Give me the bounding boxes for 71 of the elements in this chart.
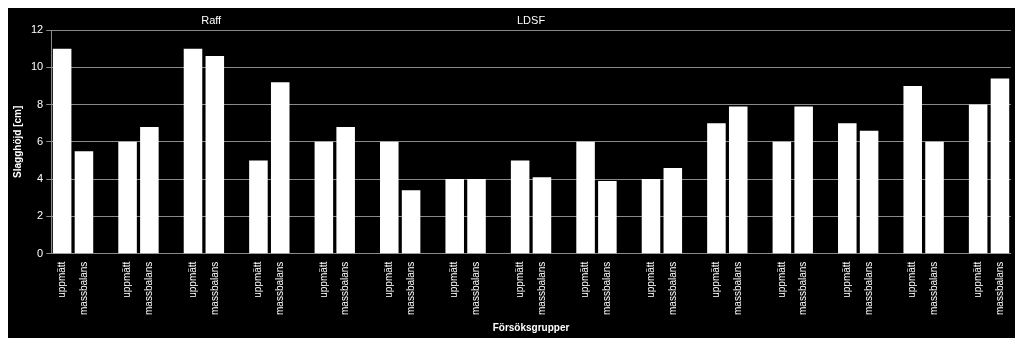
x-tick-label: uppmätt [710,261,722,298]
x-tick-label: uppmätt [644,261,656,298]
y-tick-label: 6 [37,134,44,147]
x-tick-label: massbalans [535,261,547,315]
x-tick-label: uppmätt [906,261,918,298]
x-tick-label: massbalans [143,261,155,315]
x-tick-label: massbalans [928,261,940,315]
bar [728,106,748,254]
x-tick-label: uppmätt [579,261,591,298]
x-tick-label: uppmätt [448,261,460,298]
y-tick-label: 0 [37,246,44,259]
x-tick-label: uppmätt [186,261,198,298]
x-tick-label: massbalans [470,261,482,315]
x-tick-label: uppmätt [971,261,983,298]
x-tick-label: massbalans [339,261,351,315]
y-tick-label: 8 [37,97,44,110]
x-tick-label: massbalans [862,261,874,315]
y-tick-label: 12 [30,23,44,36]
x-tick-label: massbalans [77,261,89,315]
bar [401,190,421,254]
bar [707,123,726,254]
x-tick-label: uppmätt [841,261,853,298]
y-tick-label: 4 [37,172,44,185]
bar [52,48,72,254]
y-tick-label: 2 [37,209,44,222]
x-tick-label: massbalans [666,261,678,315]
bar [467,179,486,254]
bar [510,160,530,254]
bar [336,126,355,254]
x-tick-label: uppmätt [513,261,525,298]
bar [140,126,159,254]
bar [314,141,334,254]
x-tick-label: massbalans [601,261,613,315]
x-tick-label: uppmätt [55,261,67,298]
bar [968,104,988,254]
bar [74,151,94,254]
bar [205,56,225,254]
bar [903,85,922,254]
x-tick-label: massbalans [993,261,1005,315]
bar [183,48,203,254]
bar [118,141,137,254]
bar [249,160,268,254]
bar [838,123,857,254]
x-tick-label: uppmätt [775,261,787,298]
bar [576,141,595,254]
bar [772,141,792,254]
bar [663,167,683,254]
x-tick-label: massbalans [404,261,416,315]
x-tick-label: massbalans [273,261,285,315]
x-tick-label: massbalans [731,261,743,315]
bar [532,177,552,254]
bar [925,141,944,254]
bar [270,82,290,254]
x-axis-title: Försöksgrupper [492,321,570,333]
x-tick-label: uppmätt [317,261,329,298]
x-tick-label: uppmätt [252,261,264,298]
x-tick-label: massbalans [797,261,809,315]
bar [380,141,399,254]
bar [794,106,813,254]
x-tick-label: uppmätt [383,261,395,298]
text: LDSF [516,13,546,26]
bar [990,78,1010,254]
y-tick-label: 10 [30,60,44,73]
x-tick-label: uppmätt [121,261,133,298]
bar [445,179,464,254]
bar [641,179,661,254]
bar [859,130,879,254]
text: Raff [201,13,223,26]
x-tick-label: massbalans [208,261,220,315]
bar [598,180,617,254]
y-axis-title: Slagghöjd [cm] [11,105,23,178]
